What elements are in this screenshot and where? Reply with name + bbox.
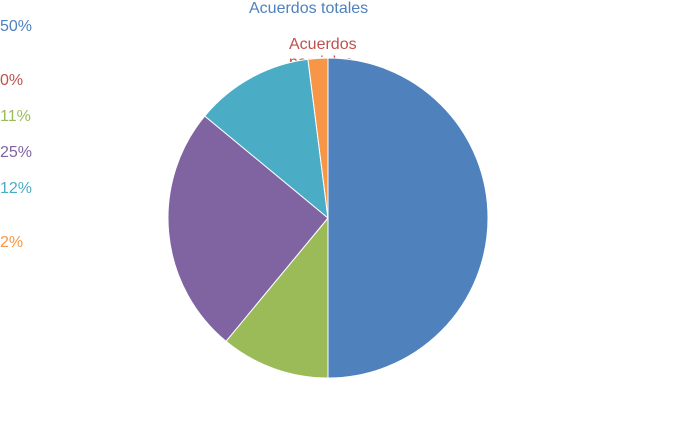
percent-label: 11% (0, 108, 31, 125)
pie-slice (327, 57, 489, 379)
pie-slice (307, 57, 329, 219)
category-name: Acuerdos totales (249, 0, 369, 17)
percent-label: 2% (0, 234, 24, 251)
percent-label: 12% (0, 180, 33, 197)
percent-label: 50% (0, 18, 33, 35)
percent-label: 0% (0, 72, 24, 89)
pie-slice (225, 216, 329, 379)
pie-slice (167, 115, 329, 342)
pie-slice (204, 58, 329, 220)
data-label: Acuerdos totales 50% (0, 0, 698, 36)
percent-label: 25% (0, 144, 33, 161)
